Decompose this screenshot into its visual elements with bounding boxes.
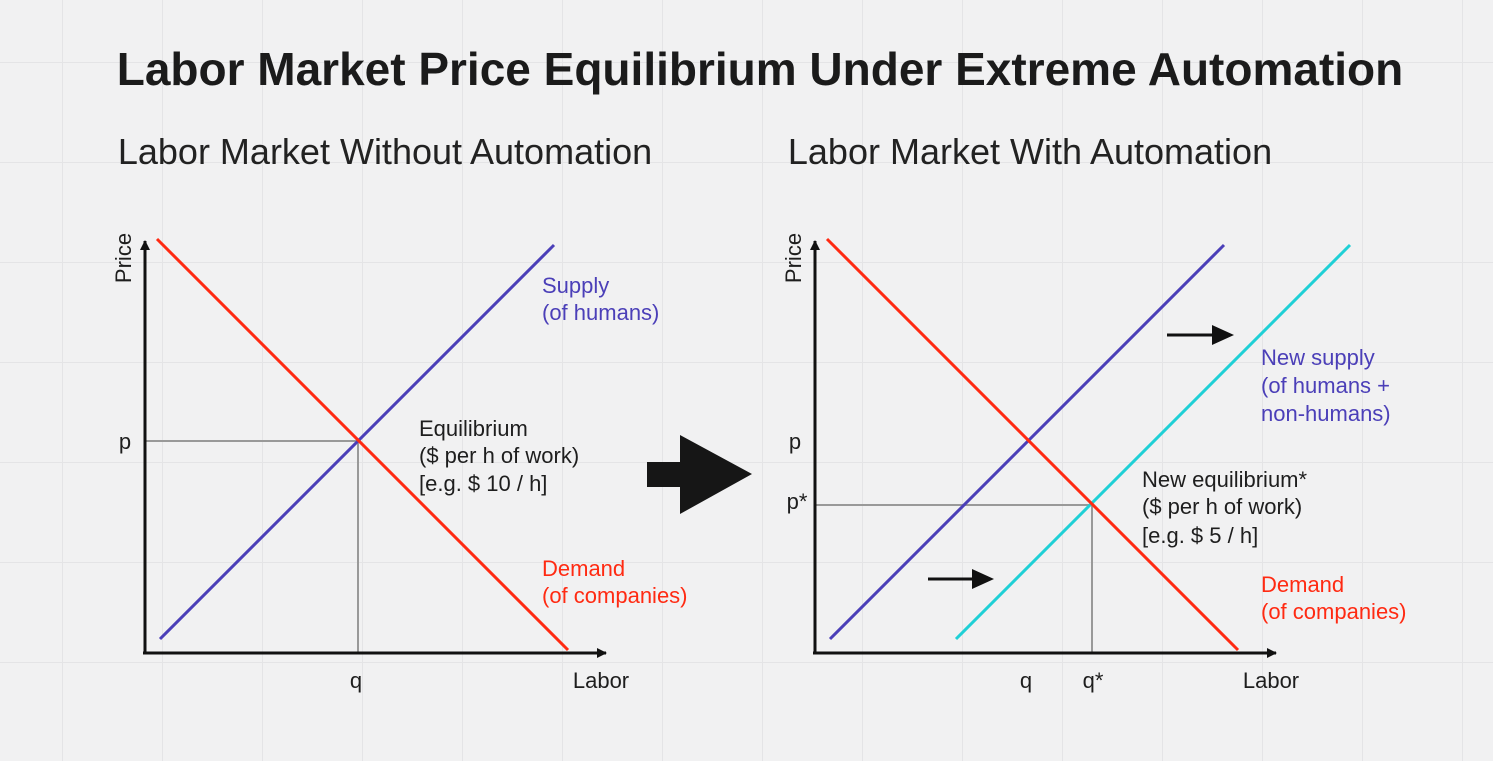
right-demand-curve (825, 237, 1240, 652)
right-y-axis-label: Price (781, 233, 806, 283)
right-price-star-tick: p* (787, 489, 808, 514)
right-equilibrium-label: New equilibrium* ($ per h of work) [e.g.… (1142, 467, 1313, 548)
left-price-tick: p (119, 429, 131, 454)
left-supply-label: Supply (of humans) (542, 273, 659, 325)
right-quantity-tick: q (1020, 668, 1032, 693)
right-new-supply-curve (954, 243, 1352, 641)
left-panel-subtitle: Labor Market Without Automation (118, 131, 652, 172)
right-price-tick: p (789, 429, 801, 454)
right-x-axis-label: Labor (1243, 668, 1299, 693)
right-panel: Labor Market With Automation Price Labor… (781, 131, 1407, 693)
right-quantity-star-tick: q* (1083, 668, 1104, 693)
left-demand-curve (155, 237, 570, 652)
left-y-axis-label: Price (111, 233, 136, 283)
right-demand-label: Demand (of companies) (1261, 572, 1407, 624)
left-supply-curve (158, 243, 556, 641)
left-x-axis-label: Labor (573, 668, 629, 693)
right-new-supply-label: New supply (of humans + non-humans) (1261, 345, 1396, 426)
main-title: Labor Market Price Equilibrium Under Ext… (117, 43, 1404, 95)
left-equilibrium-label: Equilibrium ($ per h of work) [e.g. $ 10… (419, 416, 585, 496)
right-original-supply-curve (828, 243, 1226, 641)
left-demand-label: Demand (of companies) (542, 556, 688, 608)
big-right-arrow-icon (647, 435, 752, 514)
right-arrow-icon (928, 569, 994, 589)
left-panel: Labor Market Without Automation Price La… (111, 131, 688, 693)
left-quantity-tick: q (350, 668, 362, 693)
right-panel-subtitle: Labor Market With Automation (788, 131, 1272, 172)
right-arrow-icon (1167, 325, 1234, 345)
